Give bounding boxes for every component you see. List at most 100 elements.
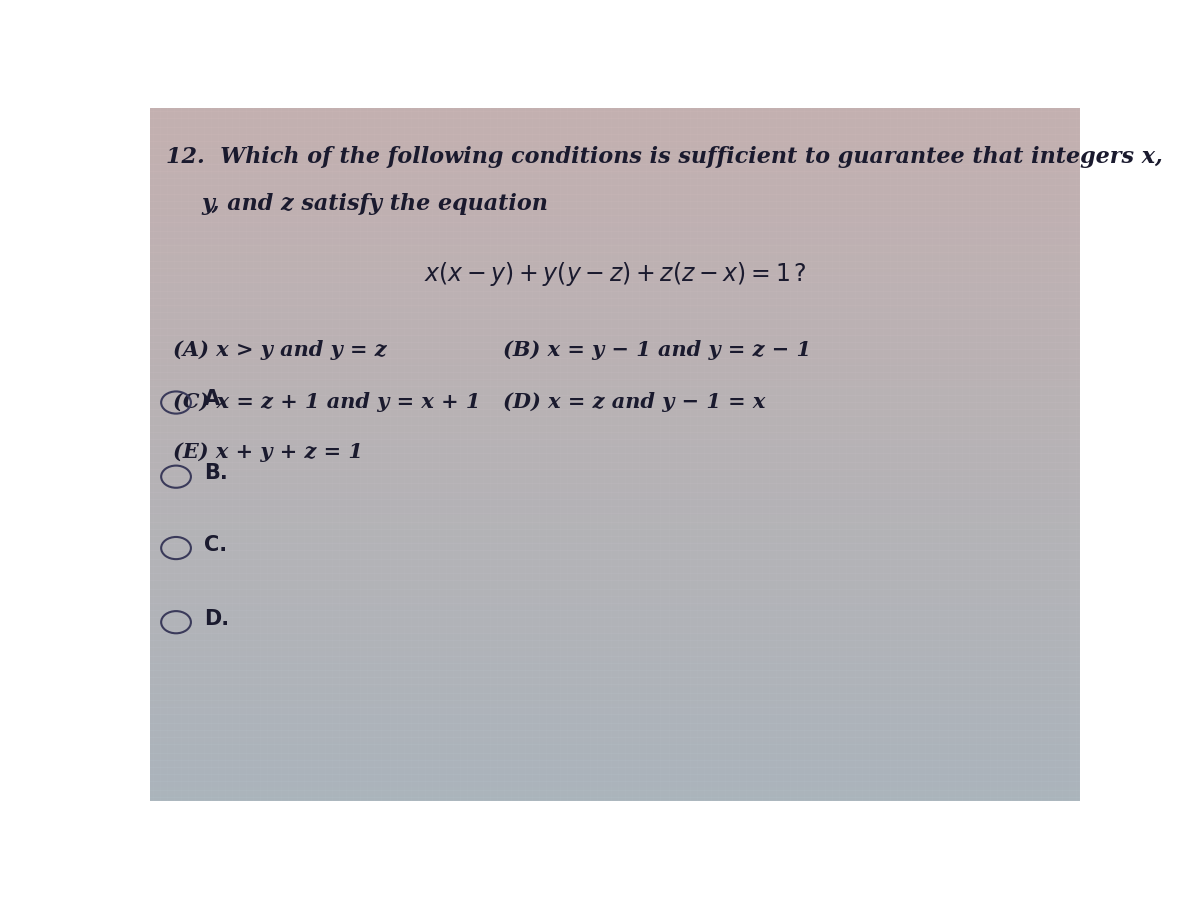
Bar <box>150 723 1080 724</box>
Bar <box>150 394 1080 397</box>
Bar <box>150 329 1080 332</box>
Bar <box>150 115 1080 117</box>
Bar <box>150 676 1080 679</box>
Bar <box>150 653 1080 655</box>
Bar <box>150 364 1080 366</box>
Bar <box>150 558 1080 561</box>
Bar <box>150 401 1080 404</box>
Bar <box>150 447 1080 450</box>
Bar <box>150 450 1080 452</box>
Bar <box>150 210 1080 212</box>
Bar <box>150 372 1080 374</box>
Bar <box>150 189 1080 191</box>
Bar <box>150 482 1080 484</box>
Bar <box>150 782 1080 785</box>
Bar <box>150 727 1080 729</box>
Bar <box>150 713 1080 716</box>
Bar <box>150 415 1080 418</box>
Bar <box>150 644 1080 646</box>
Bar <box>150 429 1080 431</box>
Bar <box>150 614 1080 617</box>
Bar <box>150 304 1080 307</box>
Bar <box>150 586 1080 589</box>
Bar <box>150 683 1080 686</box>
Bar <box>150 319 1080 320</box>
Bar <box>150 212 1080 214</box>
Bar <box>150 348 1080 351</box>
Bar <box>150 238 1080 239</box>
Bar <box>150 549 1080 552</box>
Bar <box>150 459 1080 462</box>
Bar <box>150 512 1080 515</box>
Bar <box>150 732 1080 734</box>
Bar <box>150 297 1080 300</box>
Bar <box>150 755 1080 757</box>
Bar <box>150 339 1080 341</box>
Bar <box>150 175 1080 177</box>
Bar <box>150 131 1080 133</box>
Bar <box>150 796 1080 798</box>
Bar <box>150 425 1080 427</box>
Bar <box>150 609 1080 612</box>
Bar <box>150 307 1080 309</box>
Bar <box>150 695 1080 697</box>
Bar <box>150 129 1080 131</box>
Bar <box>150 341 1080 344</box>
Bar <box>150 404 1080 406</box>
Bar <box>150 519 1080 521</box>
Bar <box>150 124 1080 127</box>
Bar <box>150 658 1080 660</box>
Bar <box>150 616 1080 618</box>
Bar <box>150 561 1080 563</box>
Bar <box>150 328 1080 329</box>
Bar <box>150 547 1080 549</box>
Bar <box>150 544 1080 547</box>
Bar <box>150 628 1080 630</box>
Bar <box>150 316 1080 319</box>
Bar <box>150 761 1080 764</box>
Bar <box>150 413 1080 415</box>
Bar <box>150 589 1080 590</box>
Bar <box>150 360 1080 362</box>
Bar <box>150 311 1080 313</box>
Bar <box>150 651 1080 653</box>
Bar <box>150 642 1080 643</box>
Bar <box>150 369 1080 372</box>
Bar <box>150 168 1080 170</box>
Bar <box>150 452 1080 454</box>
Bar <box>150 381 1080 382</box>
Bar <box>150 598 1080 600</box>
Bar <box>150 536 1080 537</box>
Bar <box>150 623 1080 626</box>
Bar <box>150 409 1080 410</box>
Bar <box>150 593 1080 596</box>
Bar <box>150 112 1080 115</box>
Bar <box>150 565 1080 568</box>
Bar <box>150 196 1080 198</box>
Bar <box>150 117 1080 120</box>
Bar <box>150 466 1080 468</box>
Bar <box>150 263 1080 266</box>
Bar <box>150 152 1080 154</box>
Bar <box>150 752 1080 755</box>
Bar <box>150 626 1080 628</box>
Bar <box>150 344 1080 346</box>
Bar <box>150 376 1080 378</box>
Bar <box>150 751 1080 752</box>
Bar <box>150 226 1080 228</box>
Bar <box>150 244 1080 247</box>
Bar <box>150 157 1080 158</box>
Bar <box>150 214 1080 217</box>
Bar <box>150 621 1080 623</box>
Bar <box>150 769 1080 771</box>
Bar <box>150 741 1080 743</box>
Bar <box>150 568 1080 570</box>
Bar <box>150 704 1080 707</box>
Bar <box>150 462 1080 464</box>
Bar <box>150 655 1080 658</box>
Bar <box>150 366 1080 369</box>
Bar <box>150 767 1080 769</box>
Bar <box>150 284 1080 286</box>
Bar <box>150 180 1080 182</box>
Bar <box>150 671 1080 674</box>
